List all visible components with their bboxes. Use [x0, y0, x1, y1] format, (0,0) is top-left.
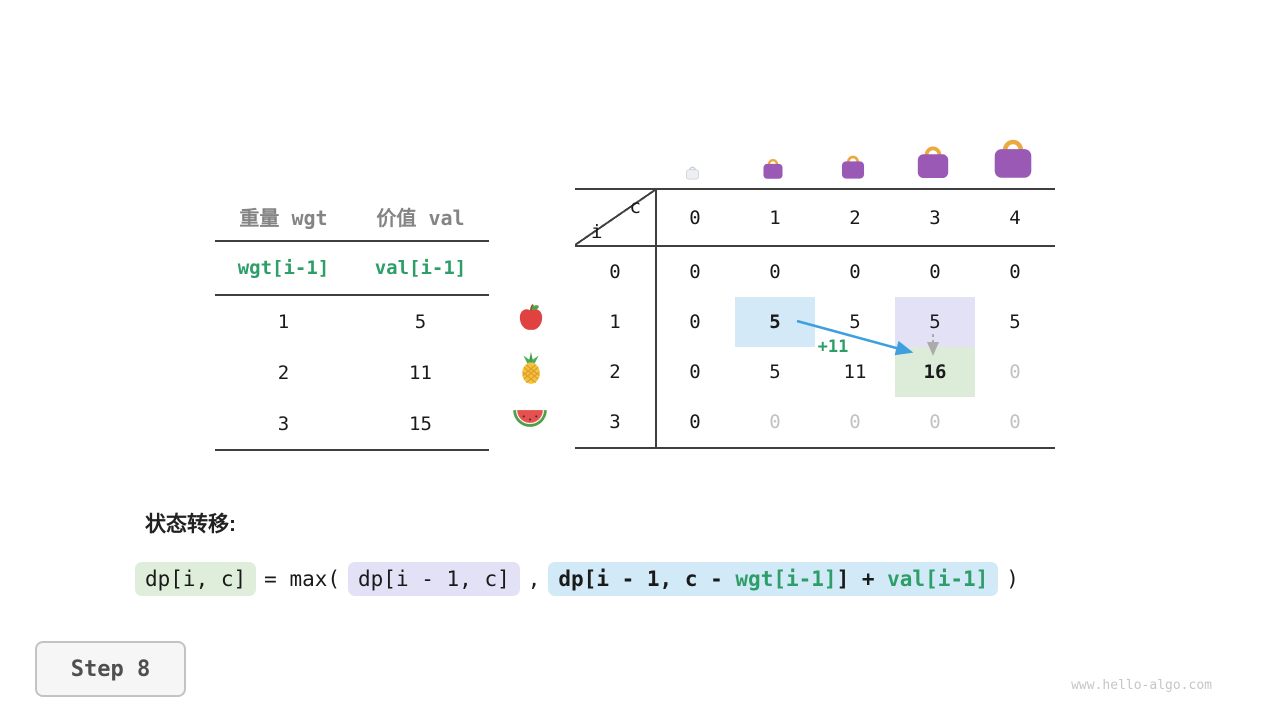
- dp-cell: 0: [1009, 361, 1021, 383]
- capacity-variable-label: c: [629, 196, 641, 218]
- dp-cell-current-highlight: 16: [895, 347, 975, 397]
- formula-comma: ,: [527, 567, 541, 591]
- watermark: www.hello-algo.com: [1071, 678, 1212, 693]
- dp-cell: 0: [689, 361, 701, 383]
- dp-cell: 5: [1009, 311, 1021, 333]
- dp-table-header-row: c i 0 1 2 3 4: [575, 190, 1055, 247]
- items-table-header-row: 重量 wgt 价值 val: [215, 192, 489, 242]
- formula-take-term: dp[i - 1, c - wgt[i-1]] + val[i-1]: [548, 562, 999, 596]
- step-label: Step 8: [70, 656, 151, 682]
- weight-cell: 2: [277, 361, 290, 384]
- items-table-row: 1 5: [215, 296, 489, 347]
- value-cell: 15: [409, 412, 432, 435]
- pineapple-icon: [522, 352, 540, 384]
- formula-equals-max: = max(: [264, 567, 341, 591]
- dp-row: 3 0 0 0 0 0: [575, 397, 1055, 447]
- bag-lg-icon: [994, 139, 1032, 178]
- dp-table-divider: [655, 190, 657, 447]
- formula-keep-term: dp[i - 1, c]: [348, 562, 520, 596]
- items-table-formula-row: wgt[i-1] val[i-1]: [215, 242, 489, 296]
- value-formula-cell: val[i-1]: [374, 257, 467, 279]
- dp-cell: 0: [1009, 261, 1021, 283]
- state-transition-heading: 状态转移:: [145, 513, 236, 536]
- item-variable-label: i: [591, 221, 603, 243]
- items-table-row: 2 11: [215, 347, 489, 398]
- value-cell: 5: [414, 310, 427, 333]
- state-transition-formula: dp[i, c] = max( dp[i - 1, c] , dp[i - 1,…: [135, 562, 1027, 596]
- weight-cell: 1: [277, 310, 290, 333]
- watermelon-icon: [513, 410, 547, 427]
- formula-lhs: dp[i, c]: [135, 562, 257, 596]
- dp-corner-cell: c i: [575, 190, 655, 245]
- dp-table: c i 0 1 2 3 4 0 0 0 0 0 0 1 0 5 5 5 5 2: [575, 188, 1055, 449]
- formula-close-paren: ): [1006, 567, 1019, 591]
- weight-column-header: 重量 wgt: [239, 205, 328, 230]
- dp-cell: 5: [769, 361, 781, 383]
- bag-sm-icon: [841, 155, 865, 179]
- added-value-label: +11: [817, 337, 849, 357]
- dp-col-label: 4: [1009, 206, 1021, 229]
- dp-cell: 0: [1009, 411, 1021, 433]
- items-table-row: 3 15: [215, 398, 489, 449]
- dp-row: 0 0 0 0 0 0: [575, 247, 1055, 297]
- dp-cell: 0: [689, 261, 701, 283]
- dp-cell: 11: [843, 361, 867, 383]
- dp-cell: 0: [769, 261, 781, 283]
- dp-row: 2 0 5 11 16 0: [575, 347, 1055, 397]
- dp-cell: 0: [769, 411, 781, 433]
- items-table: 重量 wgt 价值 val wgt[i-1] val[i-1] 1 5 2 11…: [215, 192, 489, 451]
- dp-row-label: 0: [609, 261, 621, 283]
- take-term-prefix: dp[i - 1, c -: [558, 567, 736, 591]
- dp-cell: 0: [929, 411, 941, 433]
- dp-row-label: 3: [609, 411, 621, 433]
- dp-cell-source-highlight: 5: [735, 297, 815, 347]
- dp-col-label: 1: [769, 206, 781, 229]
- apple-icon: [519, 303, 543, 330]
- dp-cell: 0: [849, 261, 861, 283]
- dp-cell: 0: [689, 411, 701, 433]
- value-cell: 11: [409, 361, 432, 384]
- bag-ghost-icon: [686, 166, 699, 180]
- dp-cell-above-highlight: 5: [895, 297, 975, 347]
- value-column-header: 价值 val: [376, 205, 465, 230]
- dp-col-label: 2: [849, 206, 861, 229]
- bag-xs-icon: [763, 159, 783, 179]
- dp-cell: 0: [689, 311, 701, 333]
- dp-row-label: 2: [609, 361, 621, 383]
- dp-row-label: 1: [609, 311, 621, 333]
- dp-col-label: 3: [929, 206, 941, 229]
- dp-col-label: 0: [689, 206, 701, 229]
- dp-cell: 0: [849, 411, 861, 433]
- bag-md-icon: [917, 146, 949, 179]
- step-indicator: Step 8: [35, 641, 186, 697]
- take-term-val: val[i-1]: [887, 567, 989, 591]
- dp-cell: 0: [929, 261, 941, 283]
- weight-formula-cell: wgt[i-1]: [237, 257, 330, 279]
- take-term-wgt: wgt[i-1]: [735, 567, 837, 591]
- weight-cell: 3: [277, 412, 290, 435]
- take-term-mid: ] +: [836, 567, 888, 591]
